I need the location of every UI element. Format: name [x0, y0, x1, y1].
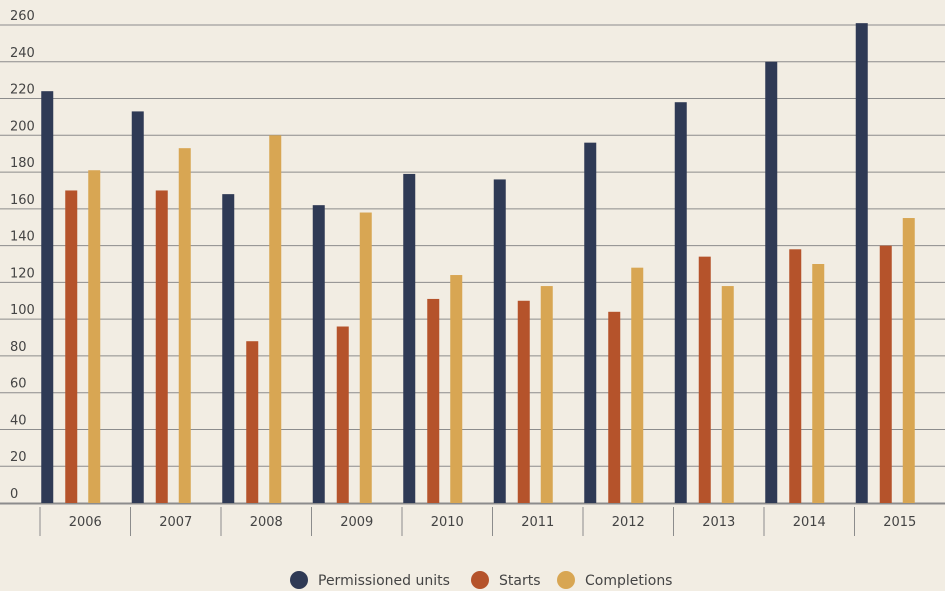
bar-permissioned-units-2014 [765, 61, 778, 504]
x-tick-label: 2006 [69, 515, 102, 530]
bar-completions-2007 [178, 148, 191, 503]
y-tick-label: 180 [10, 156, 35, 171]
x-tick-label: 2008 [250, 515, 283, 530]
y-tick-label: 140 [10, 230, 35, 245]
bar-starts-2009 [336, 326, 349, 503]
y-tick-label: 120 [10, 266, 35, 281]
bar-permissioned-units-2011 [493, 179, 506, 503]
y-tick-label: 80 [10, 340, 27, 355]
bar-permissioned-units-2013 [674, 102, 687, 503]
y-tick-label: 200 [10, 119, 35, 134]
bar-starts-2012 [608, 311, 621, 503]
x-tick-label: 2007 [159, 515, 192, 530]
y-tick-label: 240 [10, 46, 35, 61]
x-tick-label: 2010 [431, 515, 464, 530]
bar-permissioned-units-2007 [131, 111, 144, 504]
x-tick-label: 2013 [702, 515, 735, 530]
y-tick-label: 100 [10, 303, 35, 318]
x-tick-label: 2011 [521, 515, 554, 530]
bar-completions-2008 [269, 135, 282, 504]
bar-permissioned-units-2015 [855, 23, 868, 504]
x-tick-label: 2014 [793, 515, 826, 530]
legend-swatch-permissioned-units [290, 571, 308, 589]
legend-label: Permissioned units [318, 573, 450, 589]
legend-swatch-starts [471, 571, 489, 589]
x-tick-label: 2009 [340, 515, 373, 530]
x-axis: 2006 2007 2008 2009 2010 2011 2012 2013 2014 2015 [0, 503, 945, 536]
y-tick-label: 160 [10, 193, 35, 208]
bar-starts-2007 [155, 190, 168, 503]
bar-permissioned-units-2009 [312, 205, 325, 503]
bar-starts-2006 [65, 190, 78, 503]
bar-permissioned-units-2012 [584, 142, 597, 503]
y-tick-label: 220 [10, 83, 35, 98]
legend: Permissioned units Starts Completions [290, 571, 672, 589]
bar-starts-2010 [427, 298, 440, 503]
bar-completions-2013 [721, 286, 734, 503]
bar-starts-2011 [517, 300, 530, 503]
y-tick-label: 40 [10, 413, 27, 428]
bar-completions-2012 [631, 267, 644, 503]
x-tick-label: 2012 [612, 515, 645, 530]
bar-completions-2006 [88, 170, 101, 503]
y-tick-label: 20 [10, 450, 27, 465]
x-tick-label: 2015 [883, 515, 916, 530]
bar-starts-2014 [789, 249, 802, 503]
bar-starts-2008 [246, 341, 259, 503]
bar-completions-2010 [450, 275, 463, 503]
y-tick-label: 0 [10, 487, 18, 502]
bar-completions-2014 [812, 264, 825, 503]
bar-completions-2011 [540, 286, 553, 503]
bar-completions-2015 [902, 218, 915, 504]
y-tick-label: 60 [10, 377, 27, 392]
legend-swatch-completions [557, 571, 575, 589]
bar-permissioned-units-2008 [222, 194, 235, 503]
y-tick-label: 260 [10, 9, 35, 24]
bar-permissioned-units-2006 [41, 91, 54, 503]
bar-starts-2015 [879, 245, 892, 503]
bar-completions-2009 [359, 212, 372, 503]
bars [41, 23, 915, 504]
bar-permissioned-units-2010 [403, 173, 416, 503]
y-axis-tick-labels: 0 20 40 60 80 100 120 140 160 180 200 220 240 260 [10, 9, 35, 502]
legend-label: Completions [585, 573, 672, 589]
legend-label: Starts [499, 573, 541, 589]
bar-starts-2013 [698, 256, 711, 503]
